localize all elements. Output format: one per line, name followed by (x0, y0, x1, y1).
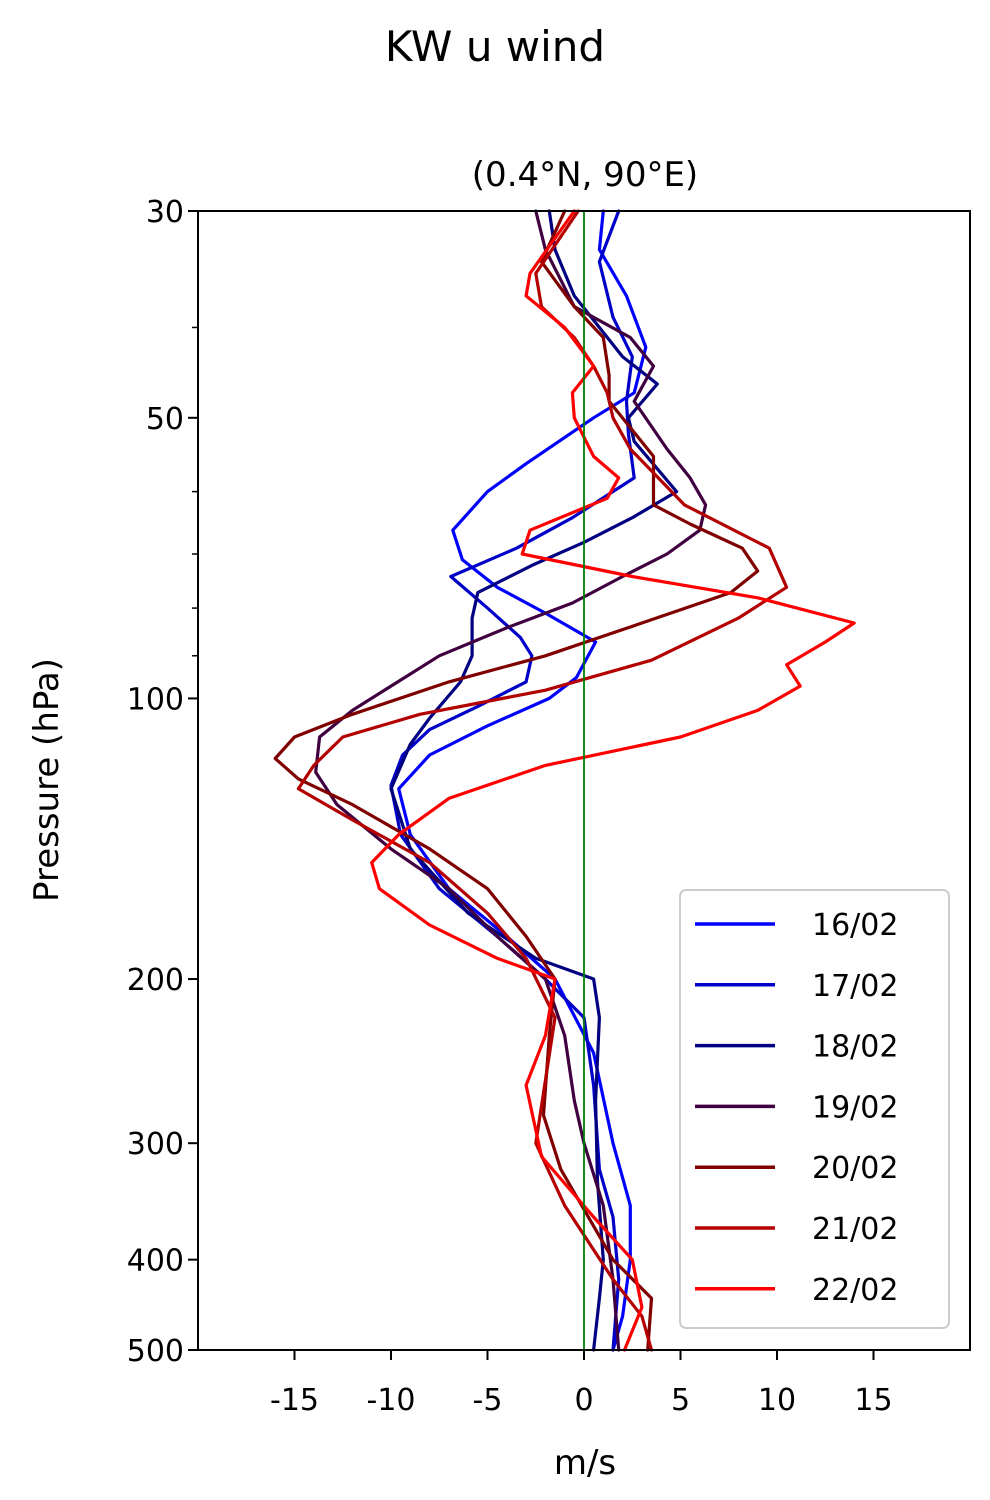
x-axis-label: m/s (554, 1443, 616, 1483)
x-tick-label: 15 (854, 1383, 892, 1418)
legend: 16/02 17/02 18/02 19/02 20/02 21/02 22/02 (679, 889, 950, 1329)
y-tick-label: 300 (127, 1127, 184, 1162)
chart-title: (0.4°N, 90°E) (472, 155, 698, 195)
y-tick-label: 100 (127, 682, 184, 717)
y-tick-label: 30 (146, 195, 184, 230)
legend-label: 21/02 (812, 1212, 898, 1247)
legend-box (679, 889, 950, 1329)
x-tick-label: -15 (270, 1383, 319, 1418)
x-tick-label: -5 (473, 1383, 503, 1418)
series-line-21-02 (296, 209, 789, 1352)
x-tick-label: 10 (758, 1383, 796, 1418)
legend-label: 17/02 (812, 969, 898, 1004)
y-tick-label: 500 (127, 1334, 184, 1369)
legend-label: 19/02 (812, 1090, 898, 1125)
legend-label: 18/02 (812, 1030, 898, 1065)
y-tick-label: 200 (127, 963, 184, 998)
y-axis-label: Pressure (hPa) (27, 658, 67, 902)
x-tick-label: 0 (574, 1383, 593, 1418)
y-tick-label: 400 (127, 1244, 184, 1279)
figure-suptitle: KW u wind (384, 22, 606, 71)
series-line-19-02 (314, 209, 708, 1352)
x-tick-label: 5 (671, 1383, 690, 1418)
plot-content (273, 209, 856, 1352)
legend-label: 20/02 (812, 1151, 898, 1186)
series-line-18-02 (389, 209, 679, 1352)
legend-label: 22/02 (812, 1273, 898, 1308)
y-tick-label: 50 (146, 402, 184, 437)
x-tick-label: -10 (367, 1383, 416, 1418)
series-line-22-02 (370, 209, 856, 1352)
legend-label: 16/02 (812, 908, 898, 943)
